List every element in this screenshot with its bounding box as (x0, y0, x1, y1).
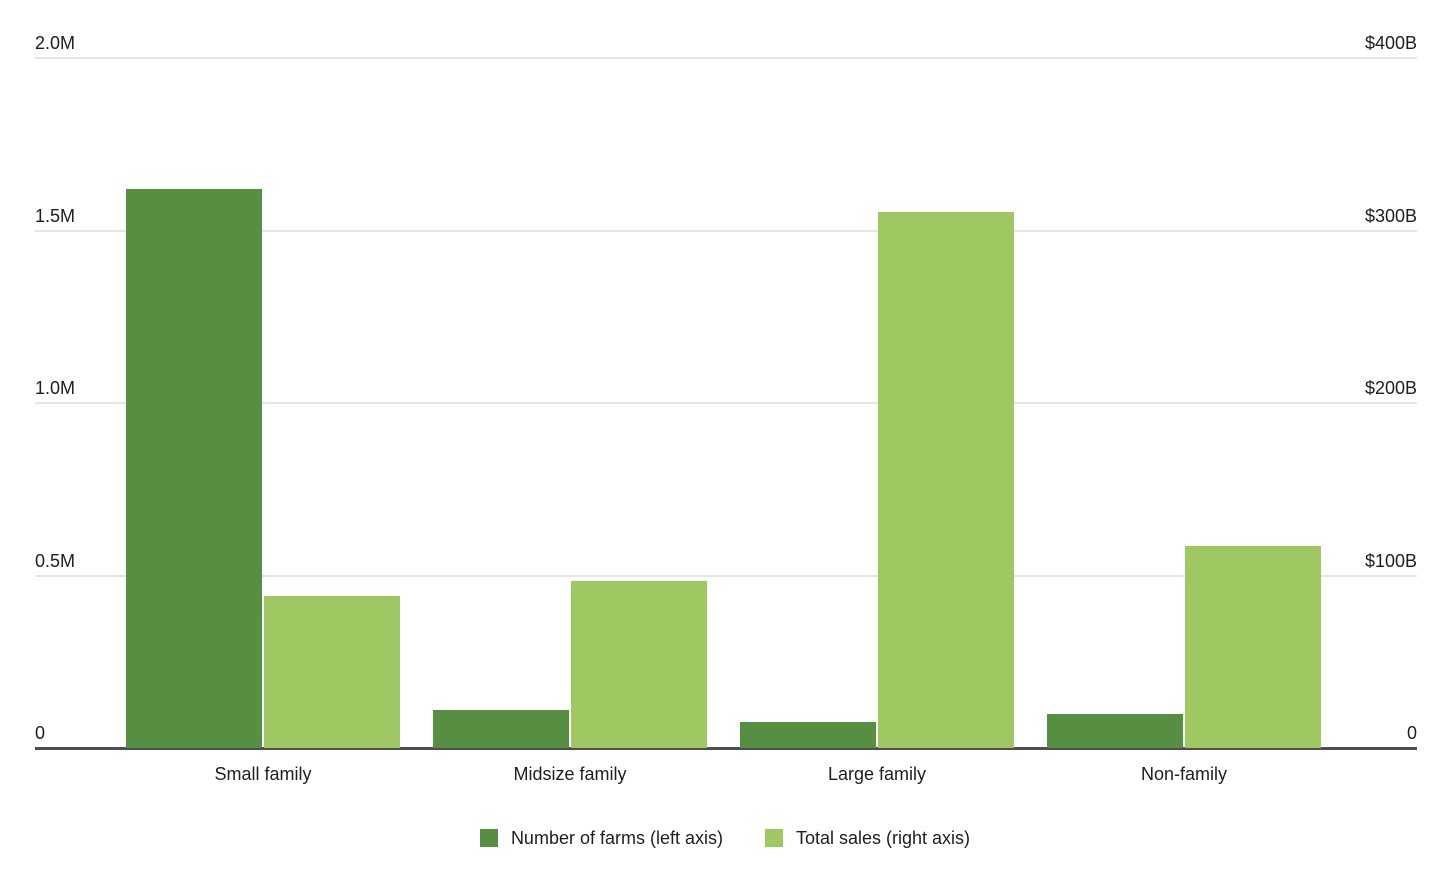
x-axis-line (35, 747, 1417, 750)
legend-swatch (764, 829, 783, 847)
category-label: Small family (214, 764, 312, 784)
gridline (35, 402, 1417, 404)
category-label: Large family (827, 764, 927, 784)
right-axis-tick-label: $100B (1364, 550, 1417, 571)
bar-sales-small-family[interactable] (264, 596, 400, 748)
right-axis-tick-label: 0 (1406, 723, 1417, 743)
left-axis-tick-label: 0 (35, 723, 46, 743)
legend-swatch (479, 829, 498, 847)
left-axis-tick-label: 2.0M (35, 33, 76, 53)
left-axis-tick-label: 1.0M (35, 378, 76, 398)
gridline (35, 57, 1417, 59)
gridline (35, 230, 1417, 232)
legend: Number of farms (left axis) Total sales (… (0, 828, 1450, 848)
bar-sales-non-family[interactable] (1185, 546, 1321, 748)
bar-farms-midsize-family[interactable] (433, 710, 569, 748)
gridline (35, 575, 1417, 577)
bar-farms-small-family[interactable] (126, 189, 262, 748)
legend-item: Total sales (right axis) (764, 828, 971, 848)
right-axis-tick-label: $400B (1364, 33, 1417, 53)
legend-label: Number of farms (left axis) (510, 828, 723, 848)
legend-label: Total sales (right axis) (795, 828, 971, 848)
legend-item: Number of farms (left axis) (479, 828, 723, 848)
category-label: Midsize family (513, 764, 627, 784)
bar-farms-large-family[interactable] (740, 722, 876, 748)
left-axis-tick-label: 1.5M (35, 205, 76, 226)
right-axis-tick-label: $200B (1364, 378, 1417, 398)
left-axis-tick-label: 0.5M (35, 550, 76, 571)
bar-sales-midsize-family[interactable] (571, 581, 707, 748)
bar-sales-large-family[interactable] (878, 212, 1014, 748)
bar-farms-non-family[interactable] (1047, 714, 1183, 748)
category-label: Non-family (1140, 764, 1228, 784)
right-axis-tick-label: $300B (1364, 205, 1417, 226)
